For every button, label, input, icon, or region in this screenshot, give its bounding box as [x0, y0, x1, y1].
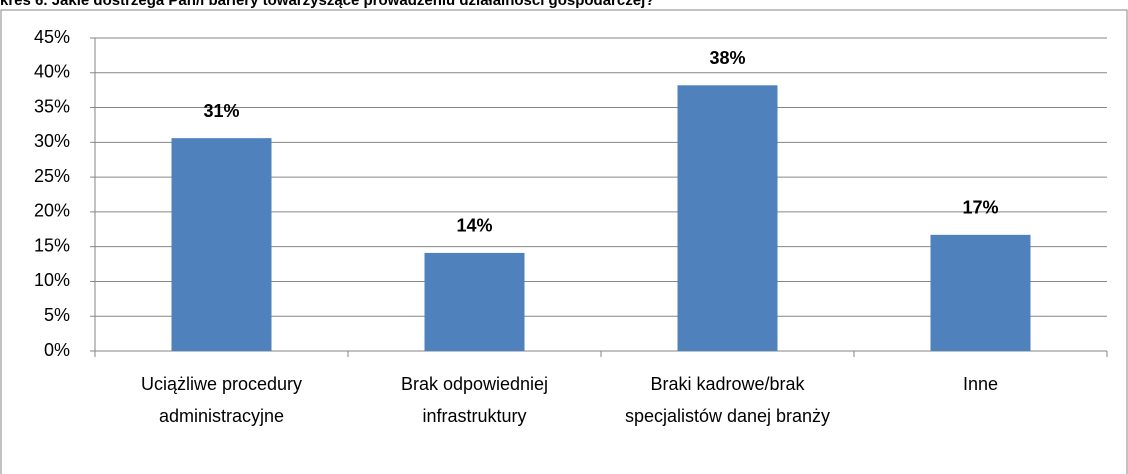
y-tick-label: 25%: [34, 166, 70, 186]
y-tick-label: 35%: [34, 96, 70, 116]
value-label: 17%: [962, 198, 998, 218]
y-tick-label: 5%: [44, 305, 70, 325]
x-tick-label: Brak odpowiedniej infrastruktury: [401, 374, 548, 426]
y-tick-label: 10%: [34, 270, 70, 290]
y-tick-label: 40%: [34, 62, 70, 82]
y-tick-label: 0%: [44, 340, 70, 360]
chart-frame: [0, 9, 1128, 474]
chart-title: kres 6. Jakie dostrzega Pan/i bariery to…: [0, 0, 654, 9]
bar: [930, 234, 1031, 351]
y-tick-label: 45%: [34, 27, 70, 47]
bar: [171, 138, 272, 351]
y-tick-label: 30%: [34, 131, 70, 151]
value-label: 14%: [456, 216, 492, 236]
value-label: 31%: [203, 101, 239, 121]
y-tick-label: 15%: [34, 235, 70, 255]
value-label: 38%: [709, 48, 745, 68]
x-tick-label: Braki kadrowe/brak specjalistów danej bra…: [625, 374, 830, 426]
bar: [424, 252, 525, 351]
x-tick-label: Uciążliwe procedury administracyjne: [141, 374, 302, 426]
y-tick-label: 20%: [34, 201, 70, 221]
x-tick-label: Inne: [963, 374, 998, 394]
bar: [677, 85, 778, 351]
